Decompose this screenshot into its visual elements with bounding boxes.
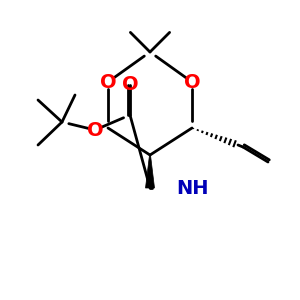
Polygon shape bbox=[146, 155, 154, 188]
Text: O: O bbox=[184, 73, 200, 92]
Text: O: O bbox=[87, 121, 103, 140]
Text: O: O bbox=[122, 76, 138, 94]
Text: NH: NH bbox=[176, 178, 208, 197]
Text: O: O bbox=[100, 73, 116, 92]
